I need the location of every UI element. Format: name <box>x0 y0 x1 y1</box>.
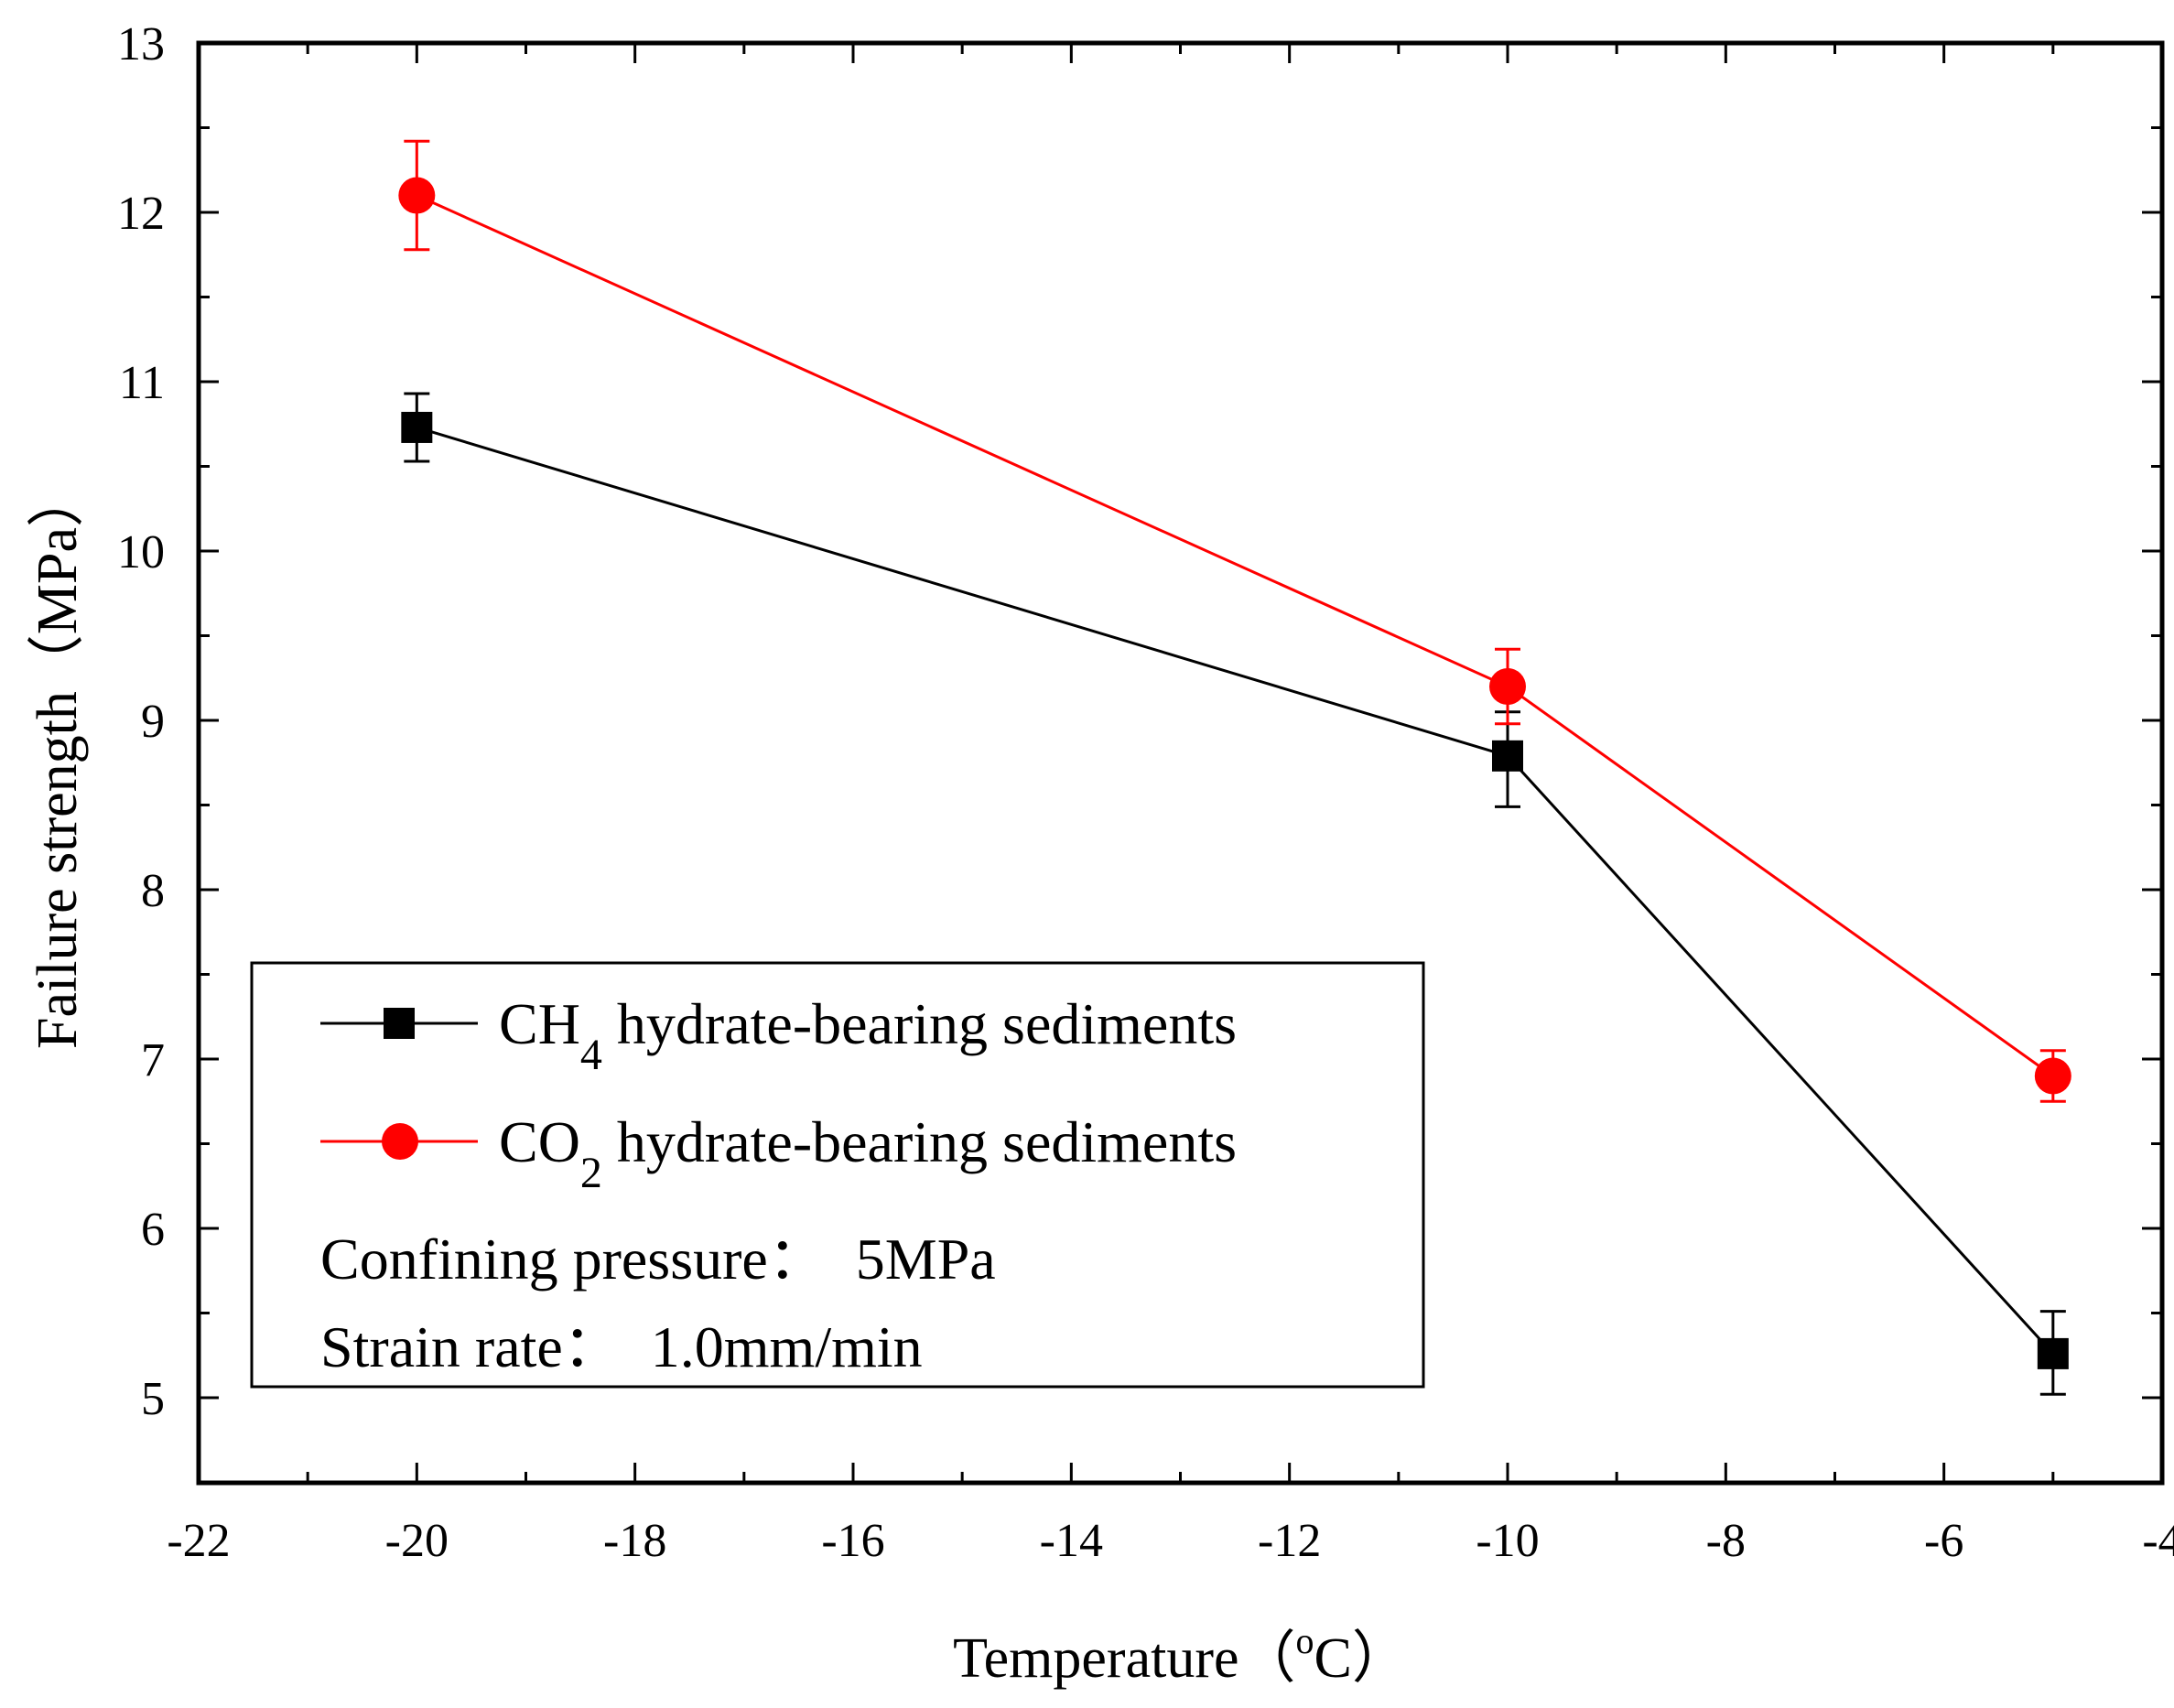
data-point <box>398 177 436 214</box>
y-tick-labels: 5 6 7 8 9 10 11 12 13 <box>117 18 165 1425</box>
legend-box <box>250 961 1425 1389</box>
y-tick-label: 10 <box>117 526 165 578</box>
legend-marker-ch4 <box>384 1008 415 1039</box>
legend: CH4 hydrate-bearing sediments CO2 hydrat… <box>250 961 1425 1389</box>
x-tick-label: -18 <box>603 1515 666 1567</box>
x-tick-label: -20 <box>385 1515 449 1567</box>
y-axis-title: Failure strength（MPa） <box>27 470 89 1049</box>
x-tick-label: -10 <box>1476 1515 1539 1567</box>
plot-frame <box>196 40 2165 1486</box>
y-tick-label: 12 <box>117 188 165 240</box>
x-tick-label: -14 <box>1040 1515 1103 1567</box>
annotation-strain-rate: Strain rate： 1.0mm/min <box>320 1314 923 1379</box>
x-tick-label: -12 <box>1258 1515 1321 1567</box>
annotation-confining-pressure: Confining pressure： 5MPa <box>320 1227 996 1292</box>
legend-label-co2: CO2 hydrate-bearing sediments <box>499 1109 1237 1197</box>
y-tick-label: 9 <box>141 696 165 748</box>
data-point <box>2034 1057 2071 1095</box>
y-tick-label: 5 <box>141 1373 165 1425</box>
legend-marker-co2 <box>382 1123 418 1160</box>
x-tick-label: -8 <box>1706 1515 1746 1567</box>
series-line <box>416 194 2054 1077</box>
x-tick-label: -6 <box>1924 1515 1963 1567</box>
series-line <box>416 426 2054 1355</box>
series-co2 <box>398 139 2071 1103</box>
x-axis-title: Temperature（oC） <box>953 1620 1409 1690</box>
x-tick-label: -4 <box>2142 1515 2174 1567</box>
data-point <box>1492 740 1523 772</box>
x-tick-label: -16 <box>821 1515 884 1567</box>
y-tick-label: 8 <box>141 865 165 917</box>
y-tick-label: 11 <box>119 357 165 409</box>
series-ch4 <box>401 392 2069 1396</box>
x-tick-label: -22 <box>167 1515 230 1567</box>
data-point <box>401 411 433 443</box>
x-tick-labels: -22 -20 -18 -16 -14 -12 -10 -8 -6 -4 <box>167 1515 2174 1567</box>
series-layer <box>398 139 2071 1396</box>
y-tick-label: 13 <box>117 18 165 70</box>
y-tick-label: 6 <box>141 1204 165 1256</box>
y-tick-label: 7 <box>141 1034 165 1086</box>
data-point <box>1489 668 1526 705</box>
legend-label-ch4: CH4 hydrate-bearing sediments <box>499 991 1237 1079</box>
data-point <box>2037 1337 2069 1369</box>
